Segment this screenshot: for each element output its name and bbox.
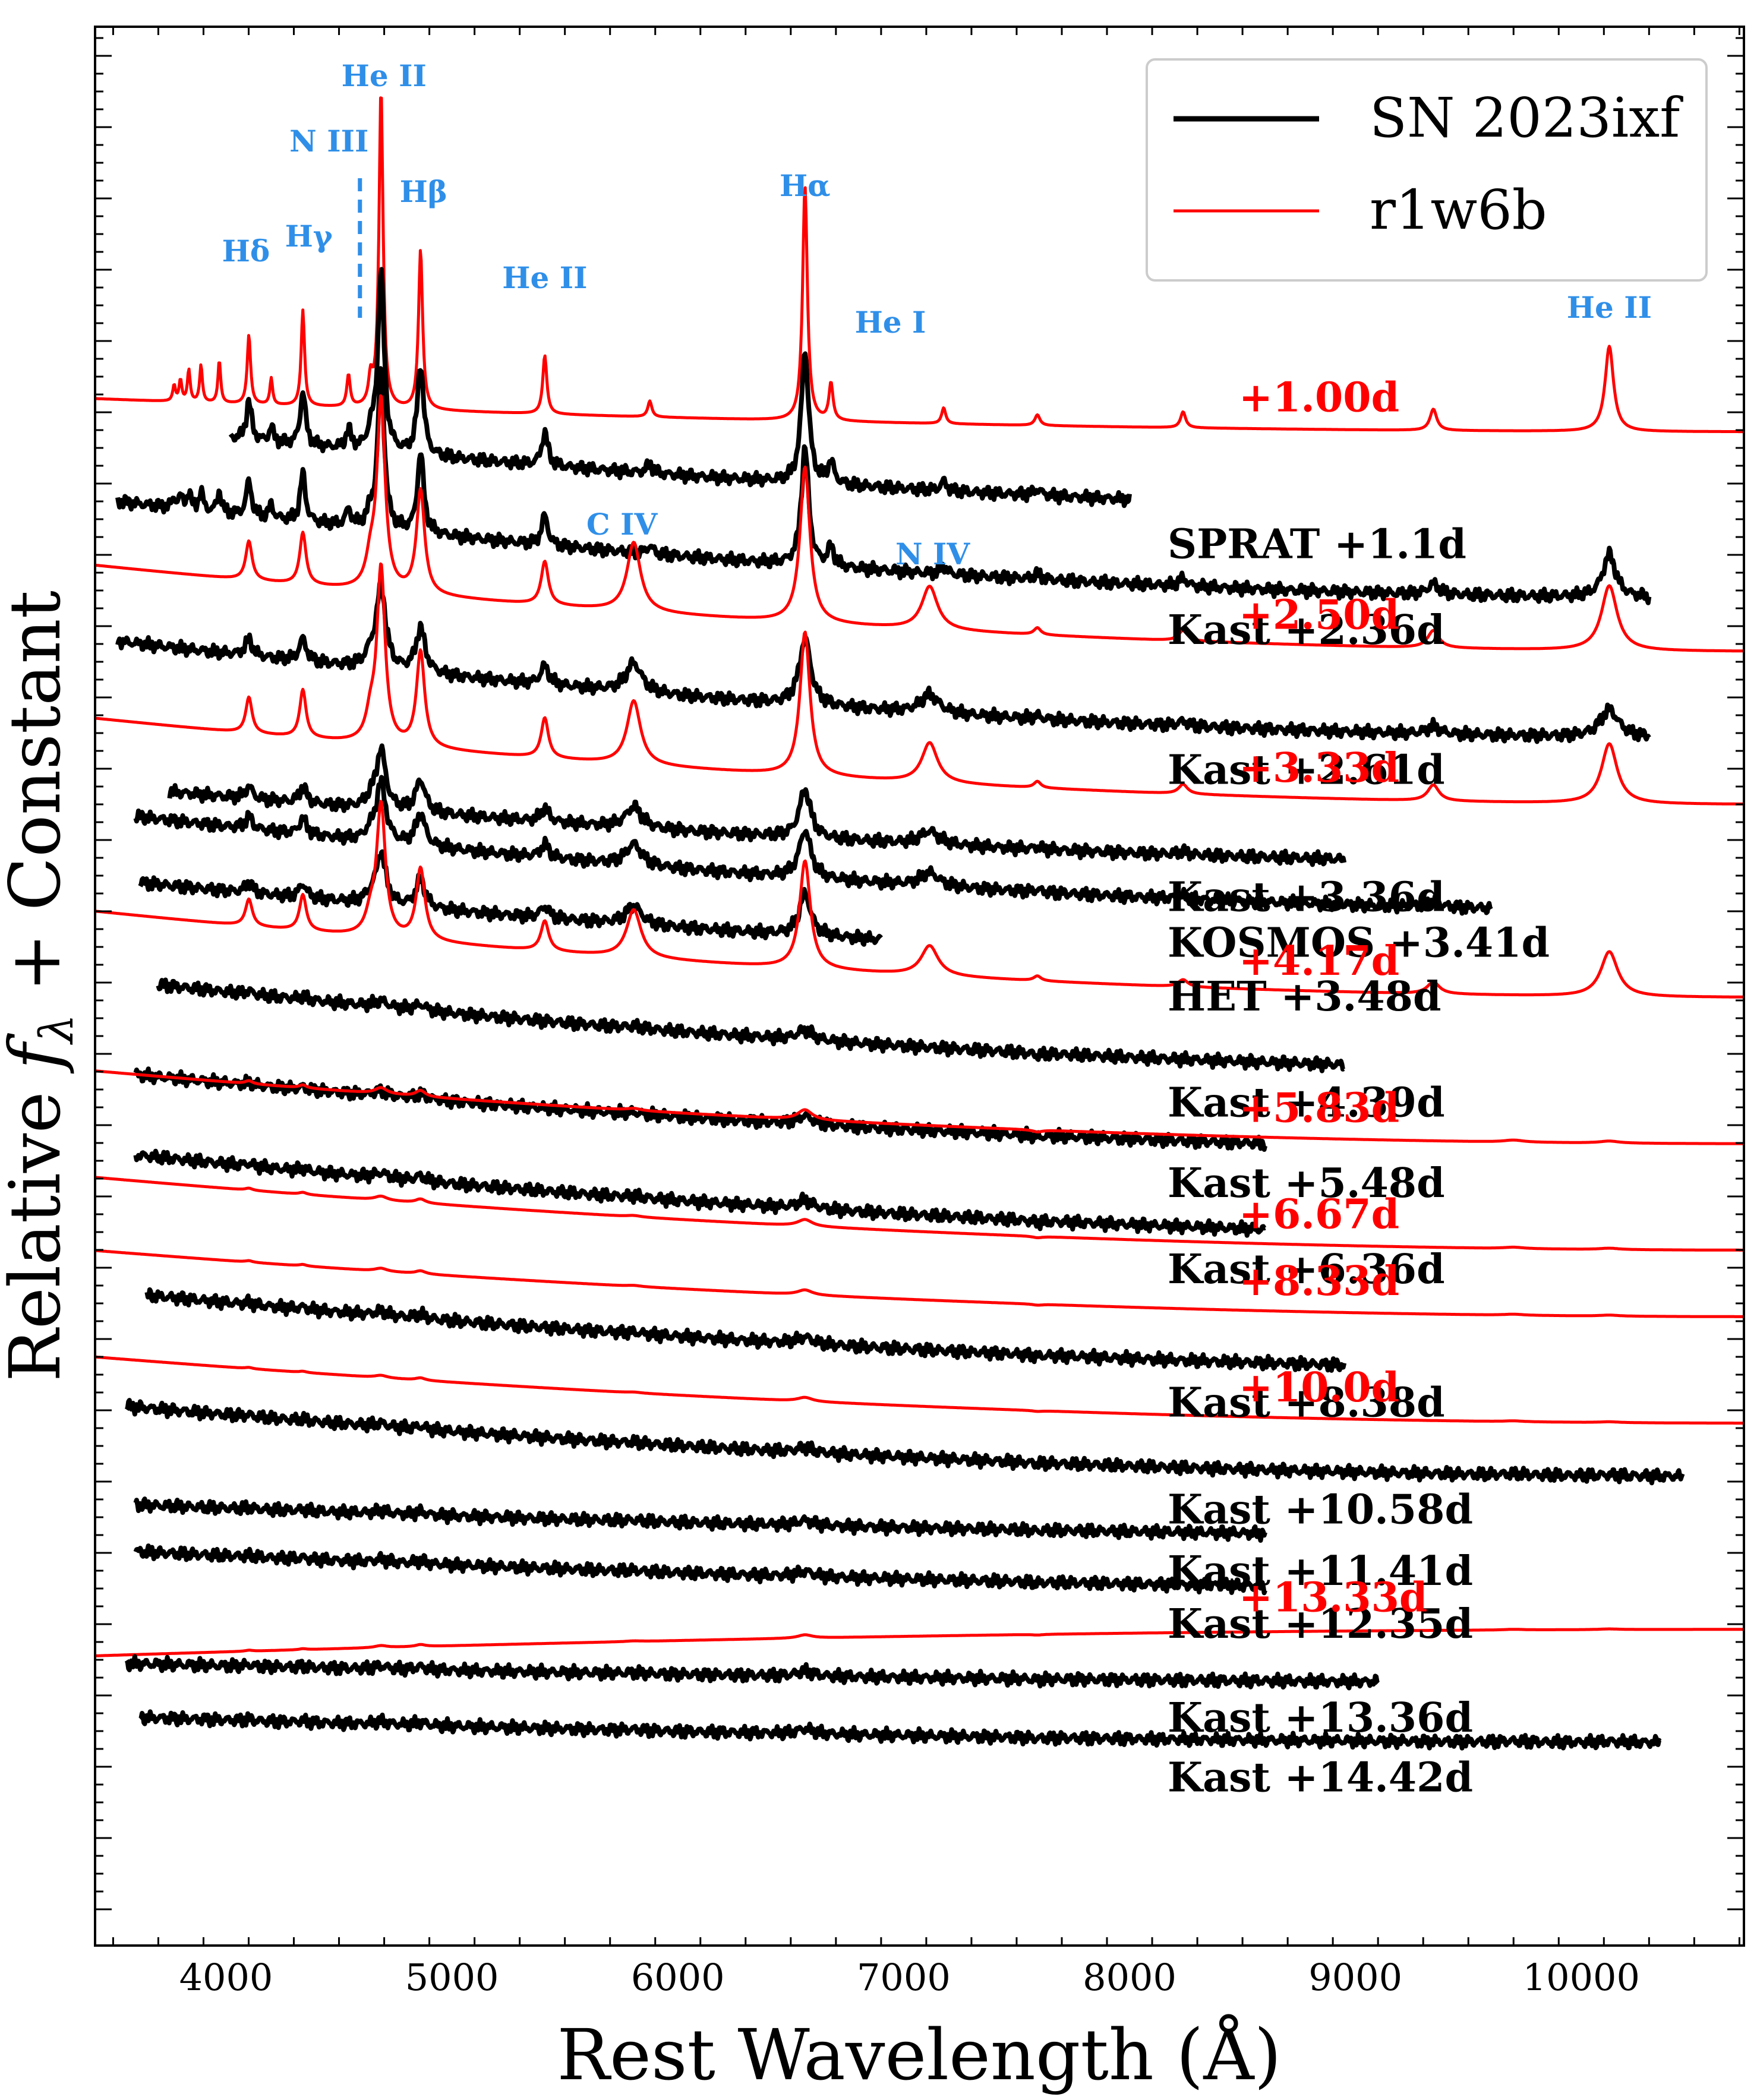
line-id-label: C IV (586, 507, 658, 542)
legend: SN 2023ixf r1w6b (1146, 58, 1708, 282)
epoch-label-16: Kast +8.38d (1168, 1379, 1445, 1427)
epoch-label-14: +6.67d (1239, 1191, 1399, 1239)
line-identifications: Hδ Hγ N III He II Hβ He II Hα He I C IV N IV He II (222, 58, 1652, 571)
epoch-label-20: Kast +12.35d (1168, 1600, 1473, 1648)
epoch-label-8: HET +3.48d (1168, 973, 1441, 1021)
model-spectrum-5 (94, 562, 1745, 806)
epoch-label-9: +4.17d (1239, 937, 1399, 985)
x-axis-title: Rest Wavelength (Å) (557, 2014, 1281, 2096)
axes-group: 4000 5000 6000 7000 8000 9000 10000 (94, 26, 1745, 1999)
x-tick-label: 7000 (857, 1956, 951, 1999)
epoch-label-10: Kast +4.39d (1168, 1079, 1445, 1127)
x-tick-label: 6000 (631, 1956, 725, 1999)
model-spectrum-17 (94, 1355, 1745, 1425)
observed-spectrum-20 (133, 1543, 1267, 1596)
epoch-label-15: +8.33d (1239, 1258, 1399, 1305)
model-spectrum-12 (94, 1069, 1745, 1145)
observed-spectrum-7 (133, 775, 1493, 916)
epoch-label-0: +1.00d (1239, 374, 1399, 422)
observed-spectrum-13 (133, 1148, 1267, 1238)
line-id-label: He II (342, 58, 427, 93)
observed-spectrum-16 (144, 1287, 1347, 1373)
y-ticks (95, 37, 1744, 1910)
epoch-label-5: +3.33d (1239, 744, 1399, 792)
line-id-label: He II (502, 260, 587, 295)
x-tick-label: 10000 (1523, 1956, 1640, 1999)
x-tick-label: 8000 (1083, 1956, 1176, 1999)
line-id-label: Hα (780, 168, 831, 203)
legend-box (1146, 58, 1708, 282)
model-spectrum-3 (94, 394, 1745, 653)
epoch-label-11: Kast +5.48d (1168, 1160, 1445, 1207)
epoch-label-13: Kast +6.36d (1168, 1246, 1445, 1293)
epoch-label-19: Kast +11.41d (1168, 1548, 1473, 1595)
observed-spectrum-19 (133, 1496, 1267, 1543)
epoch-label-12: +5.83d (1239, 1084, 1399, 1132)
observed-spectrum-18 (124, 1398, 1685, 1486)
observed-spectrum-23 (138, 1709, 1662, 1751)
observed-spectrum-22 (124, 1654, 1380, 1691)
epoch-label-23: Kast +14.42d (1168, 1754, 1473, 1801)
observed-spectrum-8 (138, 849, 883, 947)
line-id-label: Hδ (222, 233, 270, 269)
legend-label-observed: SN 2023ixf (1370, 86, 1683, 150)
epoch-label-7: KOSMOS +3.41d (1168, 920, 1550, 967)
line-id-label: N III (289, 124, 368, 159)
epoch-label-22: Kast +13.36d (1168, 1694, 1473, 1742)
observed-spectrum-4 (115, 577, 1651, 744)
model-spectrum-15 (94, 1249, 1745, 1318)
epoch-label-4: Kast +2.61d (1168, 746, 1445, 794)
observed-spectrum-6 (167, 743, 1347, 867)
epoch-labels: +1.00d SPRAT +1.1d Kast +2.36d+2.50d Kast +… (1168, 374, 1550, 1802)
x-ticks: 4000 5000 6000 7000 8000 9000 10000 (112, 27, 1740, 1999)
observed-spectrum-1 (228, 267, 1132, 509)
line-id-label: Hβ (400, 174, 447, 209)
epoch-label-2: Kast +2.36d (1168, 607, 1445, 654)
epoch-label-21: +13.33d (1239, 1574, 1427, 1622)
line-id-label: He I (855, 305, 926, 340)
epoch-label-3: +2.50d (1239, 592, 1399, 639)
line-id-label: He II (1567, 290, 1652, 325)
model-spectrum-9 (94, 800, 1745, 999)
epoch-label-17: +10.0d (1239, 1364, 1399, 1411)
model-spectrum-0 (94, 96, 1745, 434)
epoch-label-18: Kast +10.58d (1168, 1486, 1473, 1533)
observed-spectrum-2 (115, 366, 1652, 605)
spectra-group (94, 96, 1745, 1751)
epoch-label-6: Kast +3.36d (1168, 873, 1445, 921)
epoch-label-1: SPRAT +1.1d (1168, 520, 1466, 568)
x-tick-label: 4000 (179, 1956, 273, 1999)
x-tick-label: 5000 (405, 1956, 499, 1999)
plot-frame (94, 26, 1745, 1947)
line-id-label: N IV (895, 536, 970, 571)
legend-label-model: r1w6b (1370, 178, 1547, 242)
model-spectrum-14 (94, 1176, 1745, 1252)
x-tick-label: 9000 (1308, 1956, 1402, 1999)
y-axis-title: Relative fλ + Constant (0, 590, 84, 1382)
line-id-label: Hγ (285, 219, 333, 254)
model-spectrum-21 (94, 1627, 1745, 1657)
observed-spectrum-10 (156, 977, 1345, 1073)
